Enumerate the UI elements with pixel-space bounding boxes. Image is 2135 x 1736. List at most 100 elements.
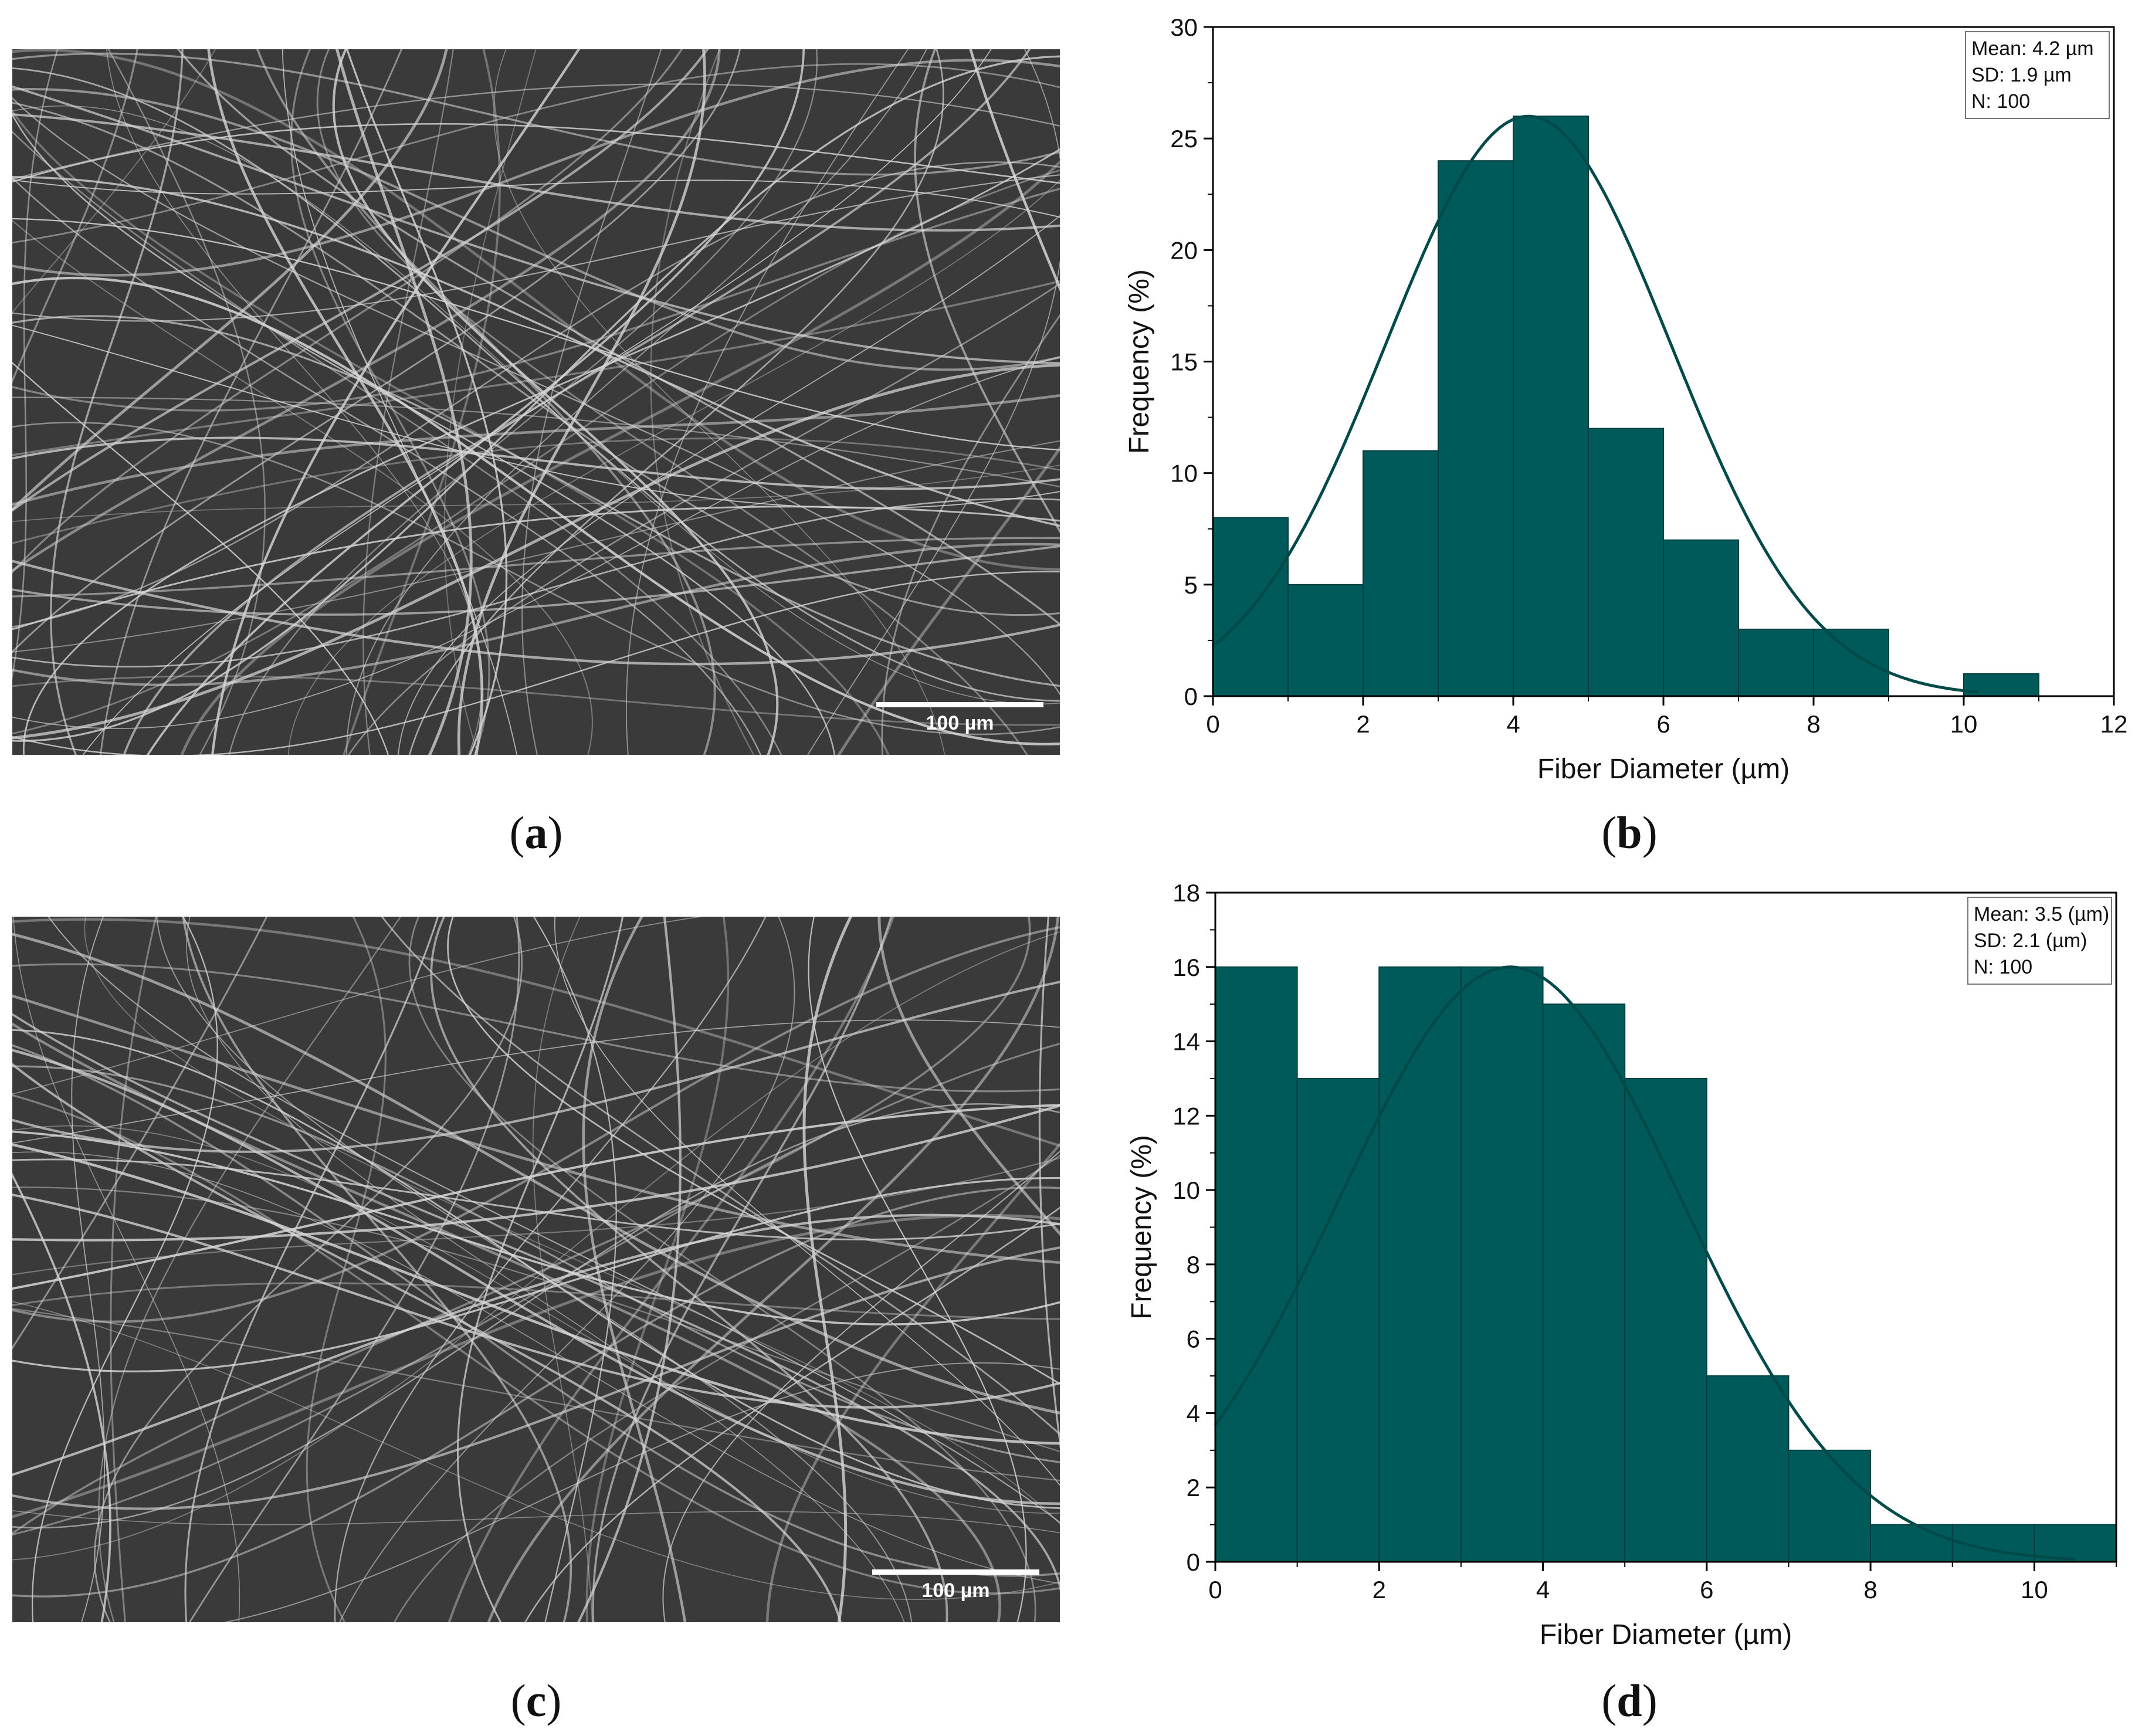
y-axis-label: Frequency (%) [1124, 269, 1155, 454]
fiber [12, 422, 1060, 735]
fiber [156, 917, 912, 1622]
fiber [12, 394, 1060, 506]
fiber [12, 218, 1060, 451]
fiber [12, 1282, 1060, 1320]
fiber [12, 187, 1060, 412]
fiber [306, 917, 387, 1622]
x-tick-label: 6 [1656, 710, 1670, 738]
histogram-bar [1438, 160, 1514, 697]
fiber [177, 49, 1060, 626]
x-tick-label: 2 [1372, 1576, 1386, 1603]
fiber [12, 109, 890, 755]
fiber [12, 161, 1060, 628]
fiber [362, 49, 454, 755]
fiber [12, 1019, 1060, 1144]
fiber [12, 49, 683, 574]
fiber [12, 917, 704, 1095]
fiber [12, 1143, 1060, 1445]
histogram-bar [1215, 966, 1298, 1562]
y-tick-label: 4 [1187, 1399, 1200, 1427]
fiber [12, 1214, 1060, 1518]
fiber [877, 917, 1060, 1236]
fiber [288, 179, 1060, 755]
caption-c-letter: c [526, 1675, 547, 1726]
sem-image-a: 100 µm [12, 49, 1060, 755]
fiber [457, 49, 706, 755]
fiber [408, 917, 1036, 1622]
fiber [12, 545, 1060, 616]
y-tick-label: 12 [1172, 1102, 1200, 1130]
caption-b-letter: b [1616, 807, 1642, 858]
x-tick-label: 10 [2021, 1576, 2048, 1603]
fiber [443, 49, 537, 755]
fiber [12, 97, 1060, 696]
fiber [12, 49, 138, 384]
fiber [12, 440, 1060, 653]
fiber [12, 63, 1060, 244]
fiber [12, 174, 1060, 322]
fiber [12, 176, 1060, 527]
fiber [186, 917, 905, 1622]
fiber [554, 917, 1060, 1486]
fiber [12, 49, 448, 511]
fiber [84, 917, 1060, 1525]
x-tick-label: 4 [1536, 1576, 1550, 1603]
fiber [524, 1206, 1060, 1622]
y-tick-label: 10 [1172, 1176, 1200, 1204]
histogram-bar [1296, 1077, 1380, 1562]
fiber [211, 49, 581, 755]
fiber [12, 1301, 1060, 1600]
scale-bar-a [876, 702, 1043, 707]
fiber [12, 83, 1060, 180]
fiber [12, 179, 1060, 218]
y-tick-label: 15 [1170, 348, 1198, 376]
fiber [12, 356, 1060, 729]
normal-fit-curve [1214, 965, 2076, 1561]
fiber [12, 113, 1060, 232]
scale-bar-c [872, 1569, 1039, 1575]
histogram-bar [1363, 450, 1439, 697]
fiber [12, 963, 1060, 1093]
fiber [12, 438, 1060, 544]
fiber [12, 1213, 1060, 1476]
fiber [48, 917, 1060, 1524]
histogram-bar [1588, 428, 1664, 697]
fiber [12, 542, 1060, 686]
fiber [12, 436, 1060, 490]
x-tick-label: 6 [1700, 1576, 1713, 1603]
stats-legend-line: SD: 1.9 µm [1971, 64, 2072, 86]
fiber [12, 49, 721, 572]
fiber [188, 917, 520, 1622]
histogram-bar [1287, 584, 1364, 697]
fiber [12, 396, 1060, 488]
histogram-b: 0 2 4 6 8 10 12 0 5 10 15 20 25 30 Fiber Diameter (µm)… [1124, 13, 2127, 785]
caption-a: (a) [509, 807, 563, 858]
fiber [12, 49, 1060, 571]
caption-d-letter: d [1616, 1675, 1642, 1726]
y-tick-label: 20 [1170, 236, 1198, 264]
sem-image-c: 100 µm [12, 917, 1060, 1622]
x-tick-label: 0 [1206, 710, 1219, 738]
fiber [335, 49, 473, 755]
fiber [12, 169, 1060, 735]
fiber [12, 506, 1060, 630]
fiber [12, 917, 268, 1350]
stats-legend-line: N: 100 [1974, 956, 2032, 978]
fiber [487, 917, 1059, 1622]
fiber [12, 1151, 1060, 1584]
fiber [12, 362, 389, 755]
fiber [409, 49, 944, 755]
histogram-bar [1542, 1003, 1626, 1562]
fiber [346, 49, 927, 755]
fiber [12, 1013, 1060, 1622]
y-tick-label: 0 [1187, 1548, 1200, 1576]
fiber [12, 1186, 1060, 1598]
histogram-bar [1513, 116, 1589, 697]
y-tick-label: 6 [1187, 1325, 1200, 1353]
fiber [12, 1194, 1060, 1409]
fiber [448, 917, 895, 1622]
fiber [398, 215, 1060, 755]
fiber [447, 917, 1060, 1385]
histogram-bar [1378, 966, 1462, 1562]
caption-c: (c) [510, 1675, 562, 1726]
